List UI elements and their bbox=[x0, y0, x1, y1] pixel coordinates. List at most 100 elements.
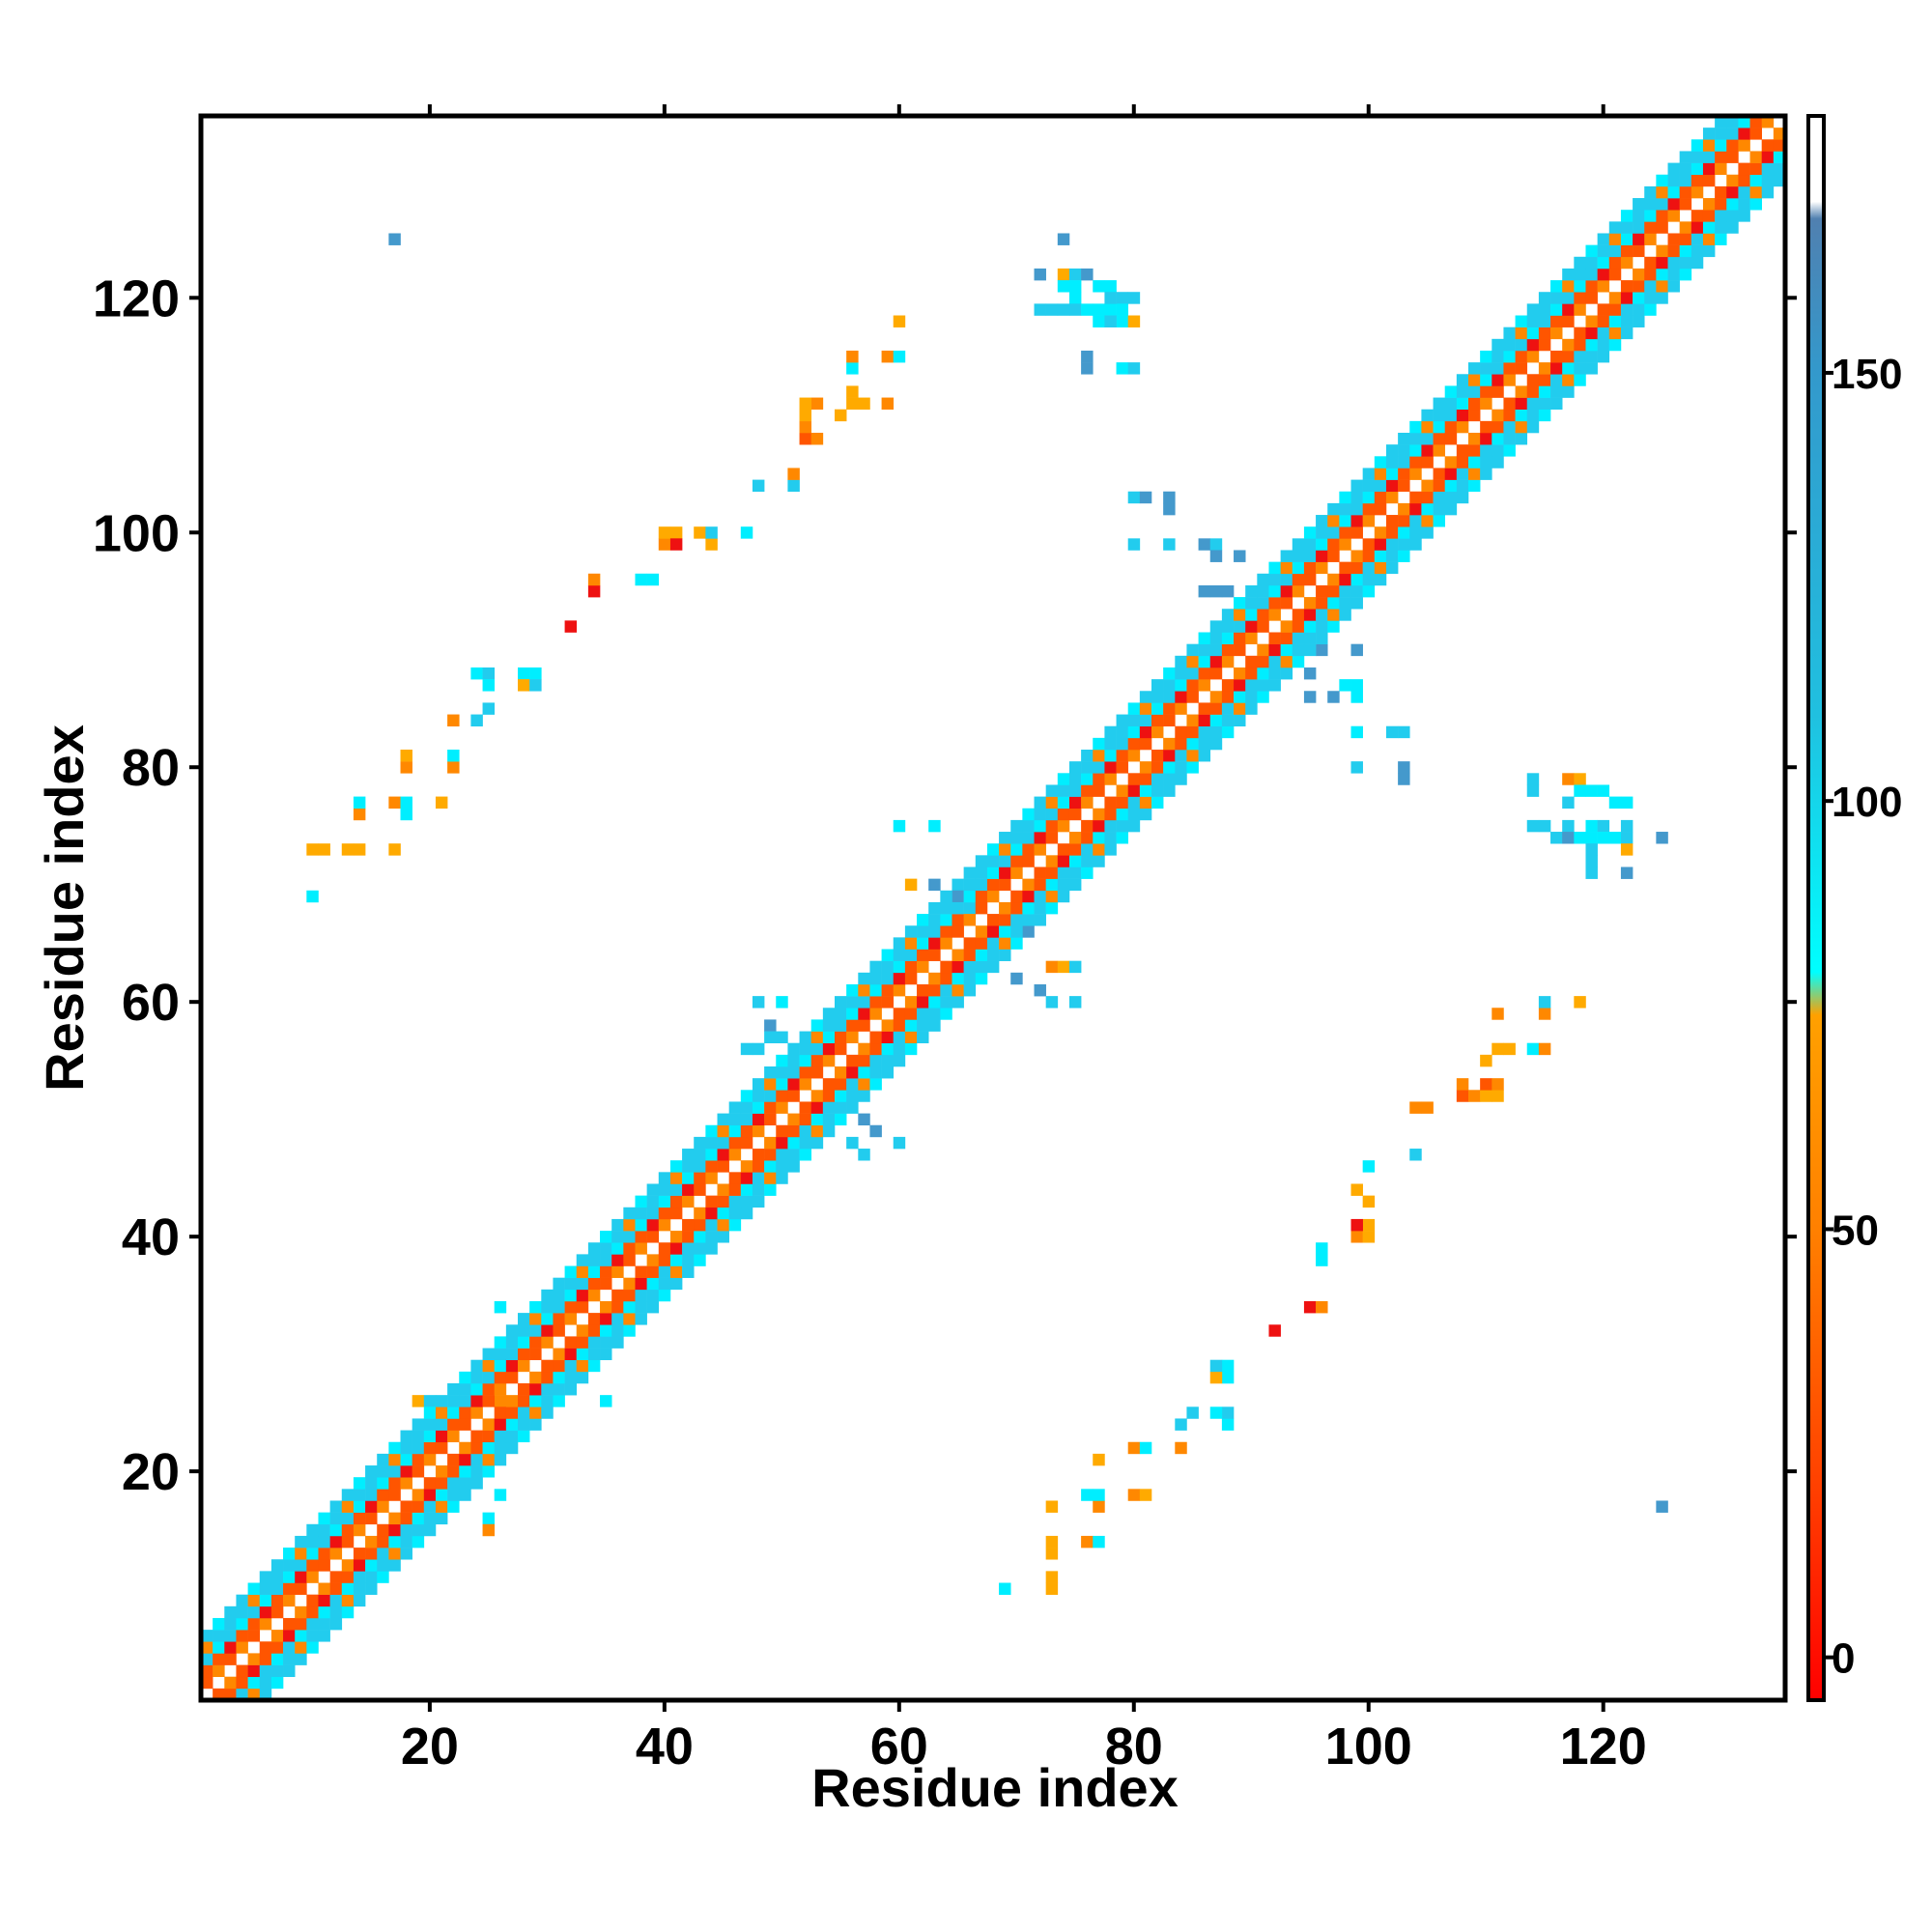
diagonal-cell bbox=[623, 1254, 636, 1266]
diagonal-cell bbox=[400, 1477, 412, 1490]
diagonal-cell bbox=[986, 878, 1000, 892]
contact-cell bbox=[1316, 643, 1328, 657]
diagonal-cell bbox=[494, 1441, 507, 1455]
diagonal-cell bbox=[1045, 832, 1059, 844]
diagonal-cell bbox=[1068, 773, 1082, 785]
diagonal-cell bbox=[822, 1078, 836, 1091]
diagonal-cell bbox=[611, 1300, 624, 1314]
diagonal-cell bbox=[1562, 303, 1575, 316]
diagonal-cell bbox=[1538, 303, 1551, 316]
contact-cell bbox=[1456, 1090, 1469, 1102]
diagonal-cell bbox=[518, 1395, 530, 1407]
diagonal-cell bbox=[658, 1254, 671, 1266]
diagonal-cell bbox=[494, 1418, 507, 1431]
contact-cell bbox=[1139, 491, 1152, 504]
x-tick-label: 20 bbox=[401, 1718, 459, 1776]
diagonal-cell bbox=[893, 1054, 906, 1067]
diagonal-cell bbox=[600, 1265, 612, 1278]
diagonal-cell bbox=[341, 1523, 355, 1537]
contact-cell bbox=[928, 819, 941, 833]
diagonal-cell bbox=[1316, 561, 1328, 575]
diagonal-cell bbox=[270, 1605, 284, 1619]
diagonal-cell bbox=[1679, 233, 1692, 245]
contact-cell bbox=[1526, 1042, 1540, 1056]
diagonal-cell bbox=[917, 1008, 929, 1020]
contact-cell bbox=[1350, 679, 1363, 692]
diagonal-cell bbox=[553, 1300, 565, 1314]
diagonal-cell bbox=[600, 1242, 612, 1255]
contact-cell bbox=[1093, 1535, 1105, 1548]
diagonal-cell bbox=[1456, 456, 1469, 469]
diagonal-cell bbox=[1374, 538, 1387, 551]
diagonal-cell bbox=[1409, 456, 1422, 469]
colorbar bbox=[1806, 114, 1826, 1702]
diagonal-cell bbox=[423, 1441, 437, 1455]
diagonal-cell bbox=[201, 1653, 213, 1665]
diagonal-cell bbox=[1515, 397, 1528, 411]
diagonal-cell bbox=[1585, 338, 1598, 352]
diagonal-cell bbox=[1620, 292, 1634, 304]
diagonal-cell bbox=[635, 1195, 647, 1208]
diagonal-cell bbox=[1175, 725, 1187, 739]
contact-cell bbox=[1620, 819, 1634, 833]
diagonal-cell bbox=[1726, 139, 1739, 152]
diagonal-cell bbox=[975, 867, 988, 879]
diagonal-cell bbox=[776, 1066, 788, 1079]
diagonal-cell bbox=[1690, 139, 1704, 152]
diagonal-cell bbox=[776, 1124, 788, 1138]
diagonal-cell bbox=[611, 1289, 624, 1302]
diagonal-cell bbox=[1068, 878, 1082, 892]
diagonal-cell bbox=[236, 1664, 248, 1678]
diagonal-cell bbox=[1010, 867, 1023, 879]
diagonal-cell bbox=[529, 1383, 542, 1396]
diagonal-cell bbox=[717, 1160, 729, 1173]
diagonal-cell bbox=[341, 1489, 355, 1501]
diagonal-cell bbox=[682, 1172, 695, 1184]
contact-cell bbox=[1034, 268, 1046, 281]
diagonal-cell bbox=[1209, 714, 1223, 727]
y-tick-label: 40 bbox=[122, 1208, 180, 1266]
diagonal-cell bbox=[1280, 655, 1293, 668]
diagonal-cell bbox=[1209, 643, 1223, 657]
diagonal-cell bbox=[1327, 620, 1340, 633]
diagonal-cell bbox=[1093, 808, 1105, 821]
contact-cell bbox=[1303, 1300, 1317, 1314]
diagonal-cell bbox=[1327, 609, 1340, 621]
diagonal-cell bbox=[1608, 315, 1622, 327]
diagonal-cell bbox=[869, 972, 882, 985]
diagonal-cell bbox=[541, 1383, 554, 1396]
diagonal-cell bbox=[270, 1630, 284, 1642]
diagonal-cell bbox=[705, 1207, 718, 1220]
diagonal-cell bbox=[400, 1500, 412, 1513]
diagonal-cell bbox=[787, 1124, 800, 1138]
diagonal-cell bbox=[846, 1078, 859, 1091]
contact-cell bbox=[1068, 280, 1082, 293]
diagonal-cell bbox=[1409, 433, 1422, 445]
diagonal-cell bbox=[494, 1371, 507, 1384]
diagonal-cell bbox=[423, 1477, 437, 1490]
contact-cell bbox=[1127, 491, 1141, 504]
diagonal-cell bbox=[752, 1195, 765, 1208]
contact-cell bbox=[1620, 843, 1634, 856]
diagonal-cell bbox=[1374, 561, 1387, 575]
diagonal-cell bbox=[1550, 280, 1563, 293]
diagonal-cell bbox=[1444, 456, 1458, 469]
diagonal-cell bbox=[1526, 409, 1540, 422]
diagonal-cell bbox=[1362, 573, 1376, 586]
contact-cell bbox=[705, 526, 718, 539]
diagonal-cell bbox=[1597, 233, 1610, 245]
diagonal-cell bbox=[494, 1406, 507, 1419]
diagonal-cell bbox=[1550, 397, 1563, 411]
diagonal-cell bbox=[1480, 420, 1492, 434]
diagonal-cell bbox=[1257, 620, 1269, 633]
diagonal-cell bbox=[1068, 843, 1082, 856]
contact-cell bbox=[587, 584, 601, 598]
diagonal-cell bbox=[635, 1277, 647, 1291]
diagonal-cell bbox=[694, 1160, 706, 1173]
contact-cell bbox=[1221, 584, 1235, 598]
diagonal-cell bbox=[1738, 174, 1750, 187]
diagonal-cell bbox=[329, 1500, 343, 1513]
contact-cell bbox=[1127, 1441, 1141, 1455]
x-tick-label: 120 bbox=[1560, 1718, 1647, 1776]
contact-cell bbox=[1350, 1231, 1363, 1243]
